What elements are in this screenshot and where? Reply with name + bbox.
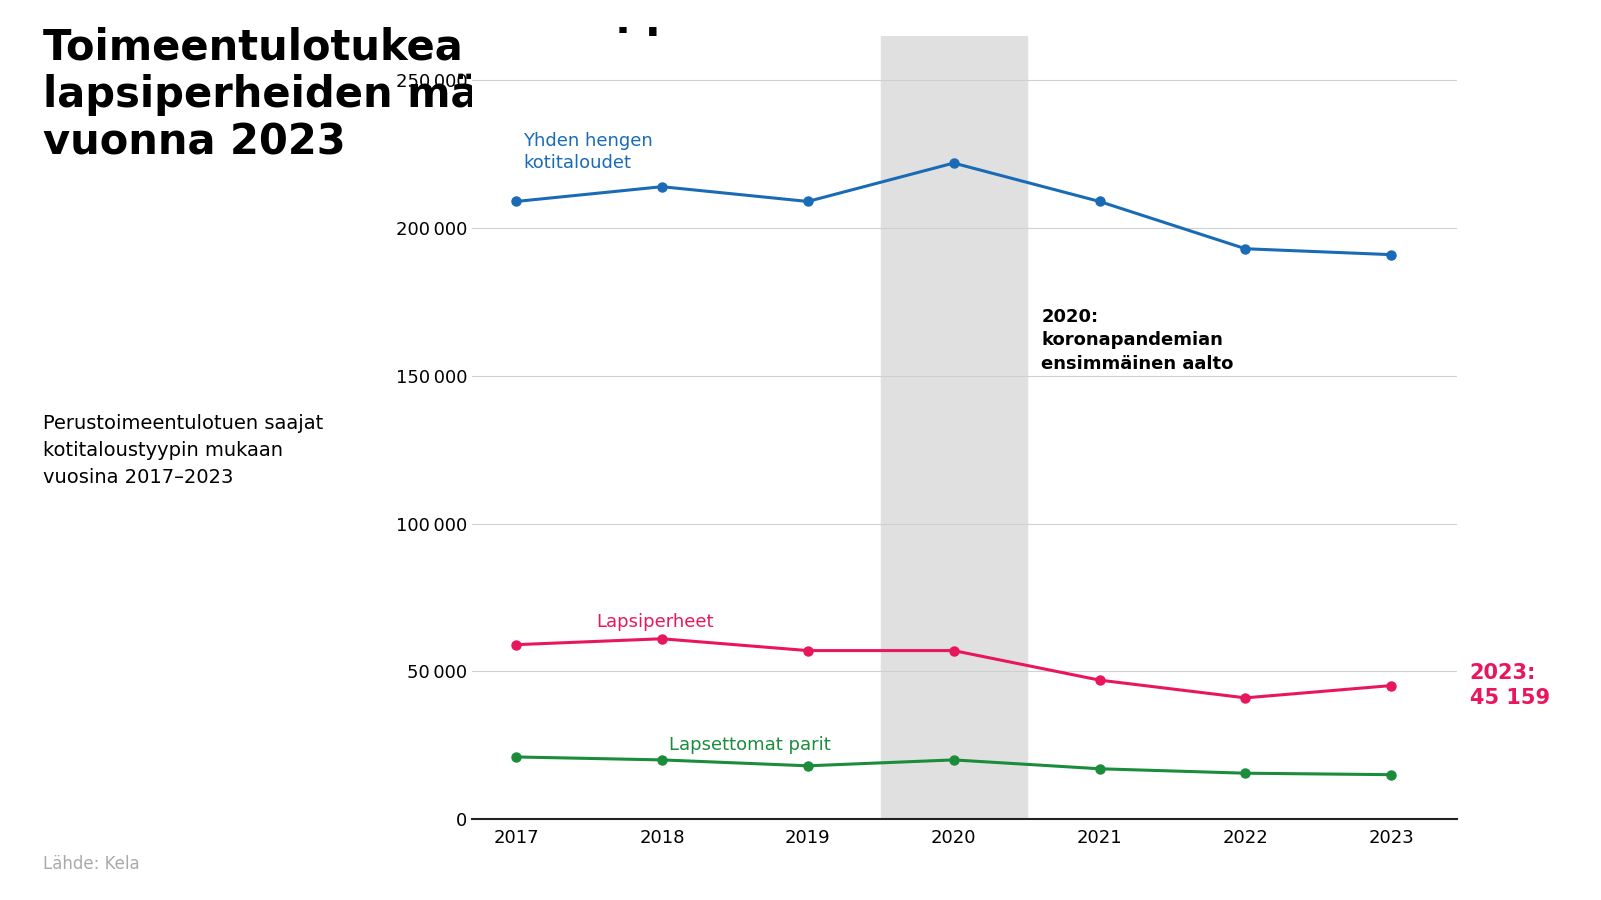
Text: Lapsettomat parit: Lapsettomat parit <box>669 736 831 754</box>
Text: Lapsiperheet: Lapsiperheet <box>596 614 714 632</box>
Bar <box>881 36 1026 819</box>
Text: 2020:
koronapandemian
ensimmäinen aalto: 2020: koronapandemian ensimmäinen aalto <box>1041 308 1233 373</box>
Text: Lähde: Kela: Lähde: Kela <box>43 855 139 873</box>
Text: 2023:
45 159: 2023: 45 159 <box>1470 663 1550 708</box>
Text: Perustoimeentulotuen saajat
kotitaloustyypin mukaan
vuosina 2017–2023: Perustoimeentulotuen saajat kotitalousty… <box>43 414 323 488</box>
Text: Toimeentulotukea saaneiden
lapsiperheiden määrä nousi
vuonna 2023: Toimeentulotukea saaneiden lapsiperheide… <box>43 27 719 163</box>
Text: Yhden hengen
kotitaloudet: Yhden hengen kotitaloudet <box>524 131 653 172</box>
